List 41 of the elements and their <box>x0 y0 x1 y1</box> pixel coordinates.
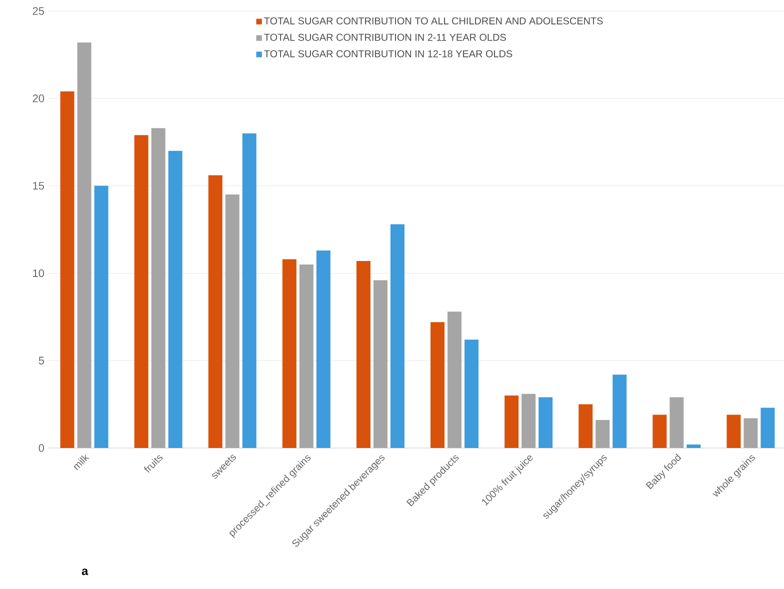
bar <box>578 404 593 448</box>
bar <box>538 397 553 448</box>
y-tick-label: 5 <box>38 356 44 364</box>
bar <box>596 420 610 448</box>
y-tick-label: 15 <box>33 182 44 190</box>
bar <box>77 42 92 448</box>
bar <box>448 312 462 448</box>
bar <box>225 194 240 448</box>
bar <box>464 340 479 448</box>
bar <box>760 408 775 448</box>
bar <box>60 91 74 448</box>
bar <box>670 397 684 448</box>
bar <box>316 250 330 448</box>
bar <box>686 444 701 448</box>
bar <box>168 150 182 448</box>
bar <box>652 414 667 448</box>
bar <box>299 264 314 448</box>
bar <box>726 414 741 448</box>
bar <box>94 186 108 448</box>
bar <box>134 135 148 448</box>
y-tick-label: 0 <box>38 444 44 452</box>
bar <box>390 224 404 448</box>
bar <box>612 374 627 448</box>
bar <box>282 259 296 448</box>
legend-label: TOTAL SUGAR CONTRIBUTION IN 2-11 YEAR OLDS <box>264 34 506 41</box>
y-tick-label: 25 <box>32 7 44 15</box>
bar <box>744 418 758 448</box>
text: a <box>82 568 88 576</box>
bar <box>151 128 166 448</box>
bar <box>430 322 445 448</box>
bar <box>242 133 256 448</box>
bar <box>373 280 388 448</box>
bar <box>356 260 370 448</box>
y-tick-label: 10 <box>33 269 44 278</box>
legend-label: TOTAL SUGAR CONTRIBUTION IN 12-18 YEAR OLDS <box>264 50 512 58</box>
y-tick-label: 20 <box>32 94 44 102</box>
bar <box>504 396 519 448</box>
x-tick-label: milk <box>74 454 90 470</box>
bar <box>522 394 536 448</box>
bar <box>208 175 222 448</box>
legend-label: TOTAL SUGAR CONTRIBUTION TO ALL CHILDREN AND ADOLESCENTS <box>264 17 603 24</box>
